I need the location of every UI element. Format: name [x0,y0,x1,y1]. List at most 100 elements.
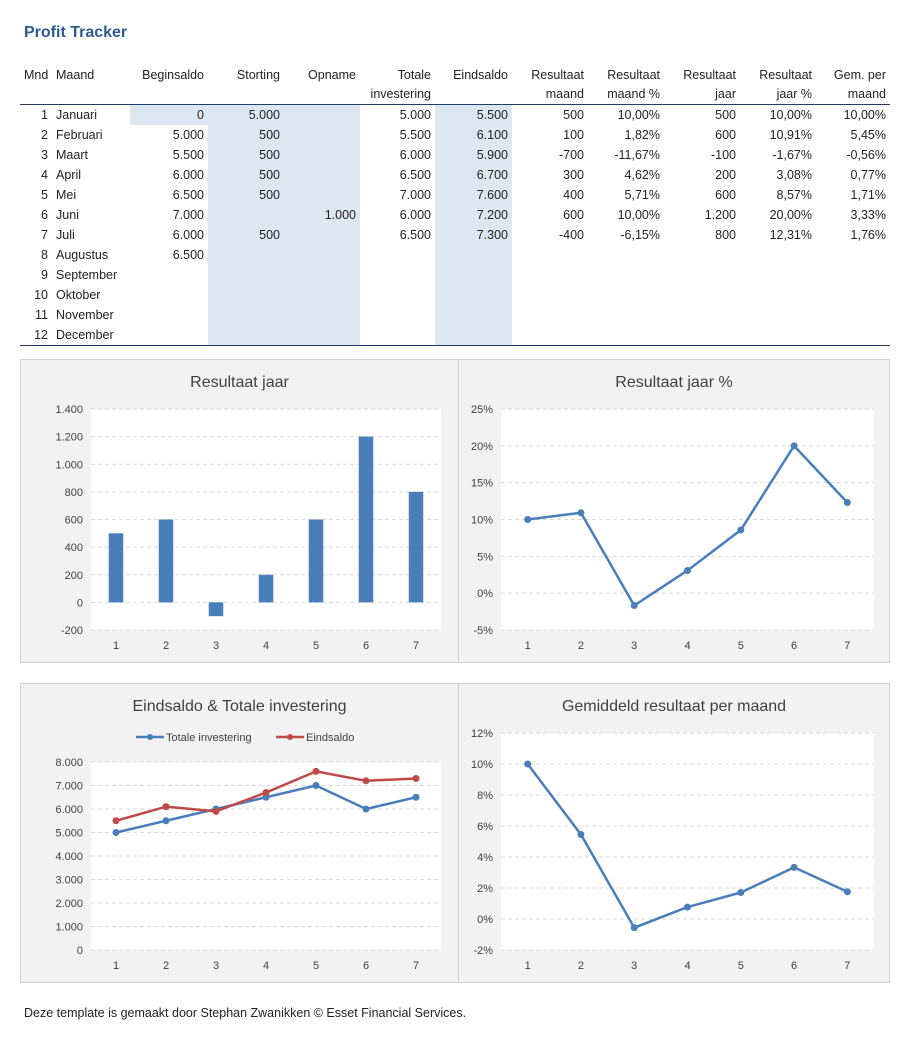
table-cell: 500 [208,145,284,165]
table-cell: 11 [35,308,48,322]
table-cell: 500 [208,165,284,185]
x-tick-label: 1 [113,960,119,972]
data-point [843,498,851,506]
table-cell [664,265,740,285]
table-cell [360,265,435,285]
table-row: 7 Juli 6.000 500 6.500 7.300 -400 -6,15% 800 12,3… [20,225,890,245]
table-cell [208,245,284,265]
y-tick-label: 1.000 [55,922,83,934]
table-cell: 0 [130,104,208,125]
chart-eindsaldo-investering-svg: Eindsaldo & Totale investering 0 1.000 2.00… [55,698,441,972]
data-point [577,831,585,839]
table-cell: 7 [41,228,48,242]
table-cell: Juni [56,208,79,222]
table-cell [435,245,512,265]
table-cell: 10 [34,288,48,302]
legend-label: Totale investering [166,732,252,744]
table-cell: 5.900 [435,145,512,165]
table-row: 2 Februari 5.000 500 5.500 6.100 100 1,82% 600 10… [20,125,890,145]
table-cell: 6.500 [399,228,431,242]
table-cell: -100 [710,148,736,162]
chart-title: Eindsaldo & Totale investering [132,698,346,715]
table-cell [588,325,664,346]
table-cell [130,285,208,305]
x-tick-label: 6 [363,640,369,652]
table-cell [284,285,360,305]
table-cell: 10,91% [769,128,812,142]
table-cell: 6.500 [399,168,431,182]
data-point [790,863,798,871]
table-cell: 500 [208,185,284,205]
y-tick-label: 0% [477,588,493,600]
table-cell [284,185,360,205]
table-cell: 12,31% [769,228,812,242]
legend-marker [287,734,293,740]
table-cell [284,245,360,265]
table-cell [816,245,890,265]
table-cell [816,325,890,346]
table-cell: -400 [558,228,584,242]
table-cell: Februari [56,128,103,142]
table-cell [740,305,816,325]
table-cell: -0,56% [846,148,886,162]
table-row: 5 Mei 6.500 500 7.000 7.600 400 5,71% 600 8,57% 1,… [20,185,890,205]
col-header-sub: maand % [588,85,664,105]
y-tick-label: -5% [473,625,493,637]
table-cell [360,305,435,325]
chart-resultaat-jaar-pct: Resultaat jaar % -5% 0% 5% 10% 15% 20% 25% 1 2 3 4 5… [458,359,890,663]
col-header-sub [52,85,130,105]
y-tick-label: 200 [65,570,83,582]
table-cell: 20,00% [769,208,812,222]
data-point [790,442,798,450]
table-cell: 5.500 [435,104,512,125]
x-tick-label: 2 [578,960,584,972]
data-point [312,782,320,789]
y-tick-label: -2% [473,945,493,957]
table-cell: 6.100 [435,125,512,145]
chart-resultaat-jaar-pct-svg: Resultaat jaar % -5% 0% 5% 10% 15% 20% 25% 1 2 3 4 5… [471,374,874,652]
table-cell [208,305,284,325]
bar [208,602,224,617]
data-point [412,774,420,782]
y-tick-label: 400 [65,542,83,554]
table-cell [512,325,588,346]
bar [308,519,324,603]
table-cell: 0,77% [850,168,886,182]
table-cell: 7.000 [172,208,204,222]
chart-gemiddeld-resultaat-svg: Gemiddeld resultaat per maand -2% 0% 2% 4% 6%… [471,698,874,972]
y-tick-label: 1.000 [55,459,83,471]
data-point [737,888,745,896]
table-cell: 300 [563,168,584,182]
col-header: Gem. per [833,68,886,82]
y-tick-label: 2.000 [55,898,83,910]
col-header-sub [435,85,512,105]
x-tick-label: 2 [163,960,169,972]
table-cell [816,285,890,305]
table-row: 11 November [20,305,890,325]
data-point [362,805,370,813]
table-cell [284,125,360,145]
table-cell [435,325,512,346]
table-cell: 5.000 [208,104,284,125]
table-cell: Oktober [56,288,101,302]
table-cell: 4,62% [624,168,660,182]
table-cell: 12 [20,325,52,346]
bar [108,533,124,603]
x-tick-label: 5 [738,960,744,972]
col-header: Resultaat [531,68,584,82]
table-cell: April [56,168,82,182]
x-tick-label: 1 [525,640,531,652]
table-cell [512,245,588,265]
table-cell: 400 [563,188,584,202]
y-tick-label: 8% [477,790,493,802]
x-tick-label: 6 [791,640,797,652]
table-cell: 3,33% [850,208,886,222]
table-cell: Januari [56,108,97,122]
table-cell: 10,00% [769,108,812,122]
x-tick-label: 1 [113,640,119,652]
tracker-table: Mnd Maand Beginsaldo Storting Opname Tot… [20,66,890,346]
table-row: 9 September [20,265,890,285]
table-cell: 5.500 [399,128,431,142]
col-header-sub [130,85,208,105]
table-cell: 600 [715,188,736,202]
